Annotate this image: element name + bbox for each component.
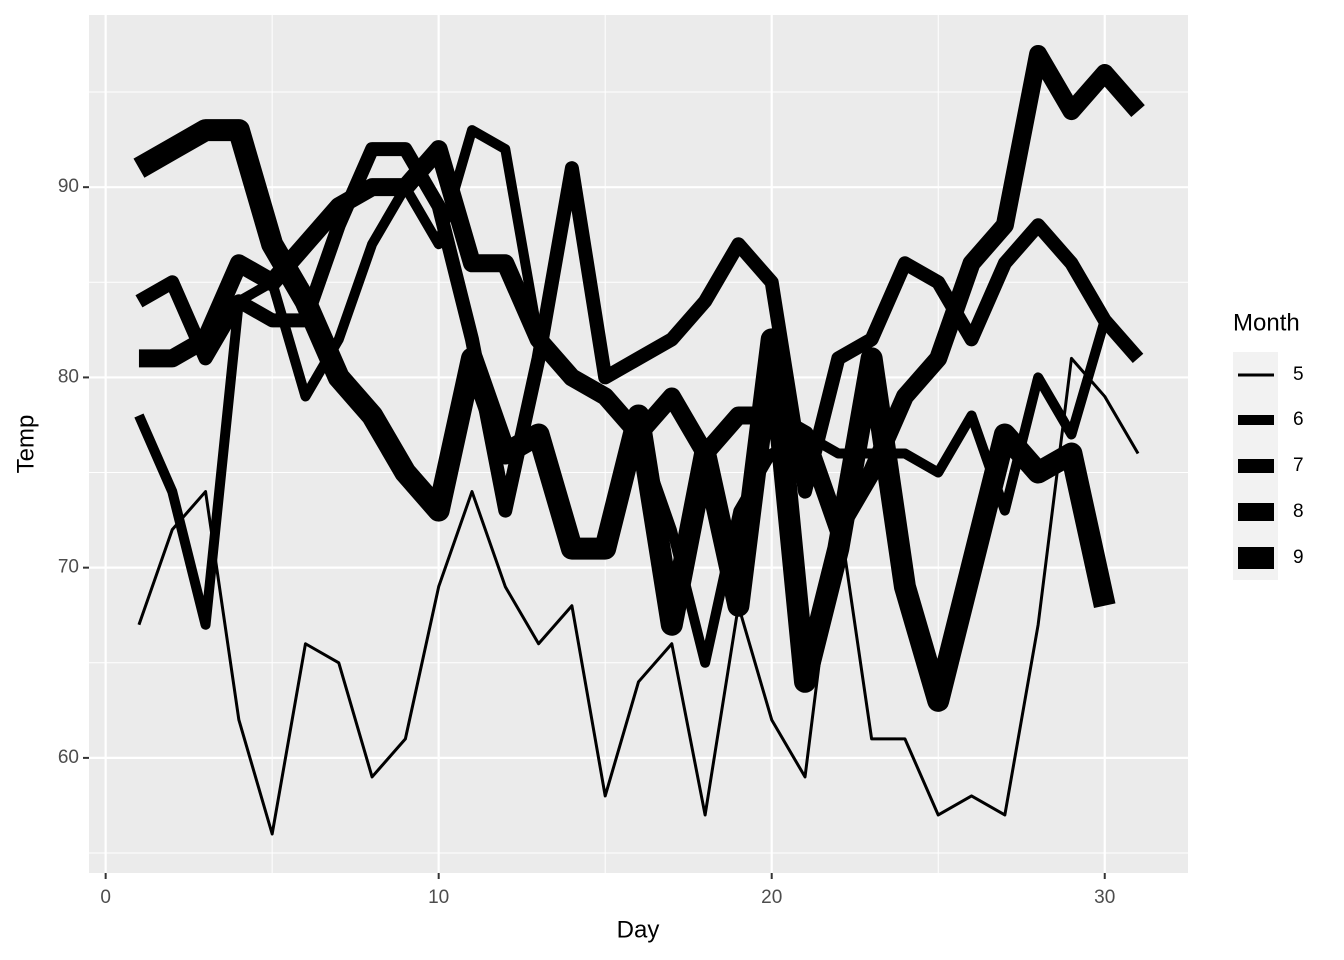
legend-label: 8 [1293,501,1304,522]
y-axis-title: Temp [12,415,39,474]
series-line [137,356,1140,836]
x-tick-label: 10 [428,887,449,908]
y-tick-label: 80 [58,366,79,387]
legend-label: 7 [1293,455,1304,476]
y-tick-label: 70 [58,557,79,578]
legend-label: 5 [1293,364,1304,385]
x-tick-label: 30 [1094,887,1115,908]
legend-title: Month [1233,309,1300,336]
x-tick-label: 20 [761,887,782,908]
x-tick-label: 0 [100,887,111,908]
legend-label: 6 [1293,409,1304,430]
y-tick-label: 90 [58,176,79,197]
series-line [133,119,1116,712]
x-axis-title: Day [617,916,660,943]
legend-label: 9 [1293,547,1304,568]
y-tick-label: 60 [58,747,79,768]
